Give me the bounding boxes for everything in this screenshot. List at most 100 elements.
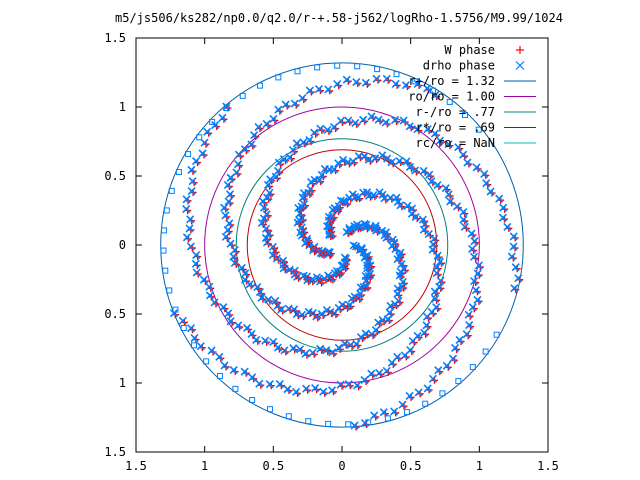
- drho-phase-point: [369, 191, 378, 200]
- drho-phase-point: [441, 184, 450, 193]
- drho-phase-point: [317, 309, 326, 319]
- drho-phase-point: [225, 190, 235, 199]
- outer-marker: [285, 413, 292, 420]
- drho-phase-point: [498, 213, 508, 222]
- drho-phase-point: [382, 233, 391, 242]
- drho-phase-point: [433, 251, 442, 260]
- x-tick-label: 0.5: [400, 459, 422, 473]
- drho-phase-point: [374, 318, 383, 327]
- drho-phase-point: [211, 121, 220, 130]
- drho-phase-point: [353, 381, 362, 390]
- chart-title: m5/js506/ks282/np0.0/q2.0/r-+.58-j562/lo…: [115, 11, 563, 25]
- drho-phase-point: [290, 99, 299, 108]
- drho-phase-point: [334, 343, 343, 352]
- outer-marker: [403, 409, 410, 416]
- drho-phase-point: [503, 222, 512, 231]
- drho-phase-point: [262, 119, 271, 129]
- drho-phase-point: [385, 308, 394, 317]
- drho-phase-point: [374, 115, 383, 124]
- drho-phase-point: [265, 380, 274, 389]
- outer-marker: [294, 68, 301, 75]
- drho-phase-point: [361, 78, 370, 87]
- drho-phase-point: [511, 263, 520, 272]
- drho-phase-point: [210, 298, 219, 307]
- drho-phase-point: [442, 361, 451, 370]
- drho-phase-point: [340, 339, 349, 348]
- drho-phase-point: [427, 177, 436, 186]
- drho-phase-point: [319, 387, 328, 396]
- legend-swatch-cross: [515, 61, 525, 70]
- outer-marker: [161, 227, 168, 234]
- drho-phase-point: [169, 309, 178, 318]
- drho-phase-point: [334, 159, 343, 168]
- drho-phase-point: [302, 384, 311, 393]
- drho-phase-point: [398, 400, 407, 409]
- drho-phase-point: [336, 380, 345, 389]
- drho-phase-point: [495, 194, 504, 203]
- drho-phase-point: [363, 264, 372, 273]
- drho-phase-point: [221, 211, 230, 220]
- drho-phase-point: [370, 411, 379, 420]
- drho-phase-point: [462, 330, 471, 339]
- drho-phase-point: [188, 177, 197, 186]
- drho-phase-point: [468, 244, 477, 254]
- drho-phase-point: [363, 261, 372, 270]
- drho-phase-point: [344, 380, 353, 389]
- drho-phase-point: [364, 272, 373, 281]
- drho-phase-point: [192, 251, 201, 260]
- drho-phase-point: [220, 203, 229, 212]
- drho-phase-point: [431, 294, 440, 303]
- drho-phase-point: [499, 203, 508, 212]
- drho-phase-point: [473, 295, 482, 304]
- drho-phase-point: [423, 84, 432, 93]
- outer-marker: [314, 64, 321, 71]
- drho-phase-point: [323, 222, 332, 231]
- drho-phase-point: [482, 179, 491, 188]
- x-tick-label: 1: [476, 459, 483, 473]
- drho-phase-point: [220, 361, 229, 370]
- drho-phase-point: [315, 176, 324, 185]
- drho-phase-point: [305, 86, 314, 95]
- drho-phase-point: [395, 271, 404, 280]
- drho-phase-point: [289, 344, 298, 353]
- drho-phase-point: [378, 151, 387, 160]
- drho-phase-point: [271, 172, 280, 181]
- outer-marker: [384, 415, 391, 422]
- drho-phase-point: [240, 367, 249, 376]
- outer-marker: [196, 134, 203, 141]
- drho-phase-point: [322, 346, 331, 355]
- drho-phase-point: [405, 162, 415, 171]
- drho-phase-point: [186, 324, 196, 333]
- drho-phase-point: [191, 157, 201, 166]
- outer-marker: [482, 348, 489, 355]
- drho-phase-point: [274, 158, 284, 167]
- y-tick-label: 1: [119, 100, 126, 114]
- y-tick-label: 1.5: [104, 31, 126, 45]
- drho-phase-point: [459, 215, 468, 224]
- outer-marker: [446, 98, 453, 105]
- drho-phase-point: [468, 303, 477, 312]
- drho-phase-point: [314, 85, 324, 94]
- outer-marker: [223, 105, 230, 112]
- drho-phase-point: [470, 237, 479, 246]
- outer-marker: [203, 358, 210, 365]
- drho-phase-point: [207, 346, 216, 355]
- drho-phase-point: [402, 157, 411, 166]
- drho-phase-point: [271, 296, 280, 305]
- outer-marker: [166, 287, 173, 294]
- drho-phase-point: [509, 242, 518, 251]
- drho-phase-point: [292, 310, 301, 319]
- outer-marker: [267, 406, 274, 413]
- x-tick-label: 0: [338, 459, 345, 473]
- drho-phase-point: [455, 335, 464, 345]
- drho-phase-point: [371, 154, 380, 163]
- drho-phase-point: [414, 388, 423, 397]
- drho-phase-point: [420, 328, 429, 337]
- drho-phase-point: [464, 310, 473, 319]
- drho-phase-point: [240, 145, 249, 154]
- data-points: [169, 74, 524, 431]
- outer-marker: [185, 151, 192, 158]
- drho-phase-point: [285, 153, 294, 162]
- drho-phase-point: [347, 294, 356, 303]
- drho-phase-point: [423, 124, 432, 134]
